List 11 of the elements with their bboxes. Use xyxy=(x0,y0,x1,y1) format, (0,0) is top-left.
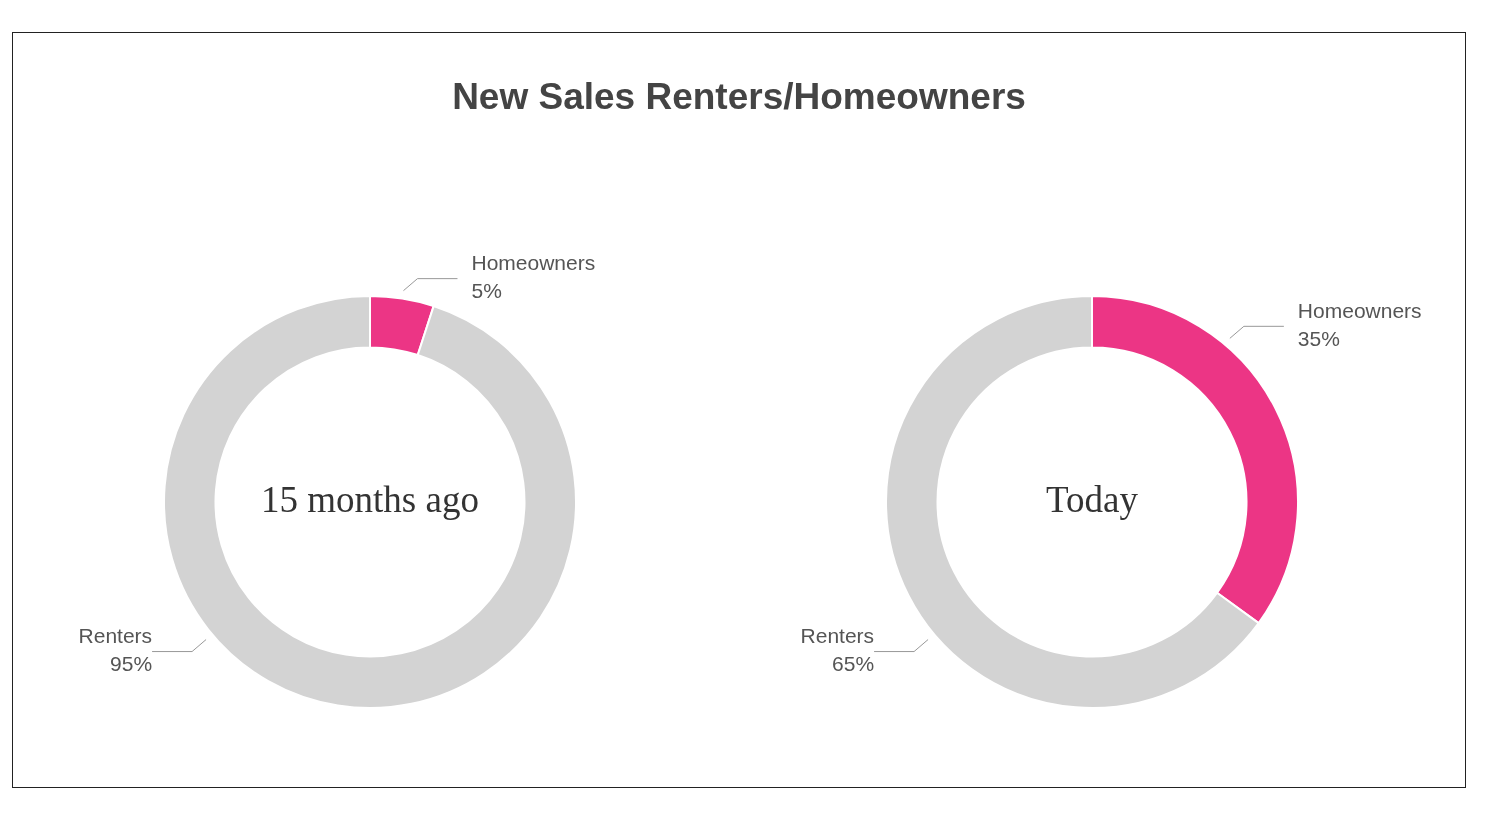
data-label: 5% xyxy=(471,279,502,303)
data-label: 35% xyxy=(1297,327,1340,351)
data-label: 65% xyxy=(832,652,875,676)
data-label: 95% xyxy=(110,652,153,676)
text: Today xyxy=(1046,478,1139,520)
slice-label: Homeowners xyxy=(1297,299,1422,323)
slice-label: Renters xyxy=(78,624,153,648)
slice-label: Renters xyxy=(800,624,875,648)
text: New Sales Renters/Homeowners xyxy=(451,76,1027,118)
text: 15 months ago xyxy=(261,478,479,520)
slice-label: Homeowners xyxy=(471,251,596,275)
